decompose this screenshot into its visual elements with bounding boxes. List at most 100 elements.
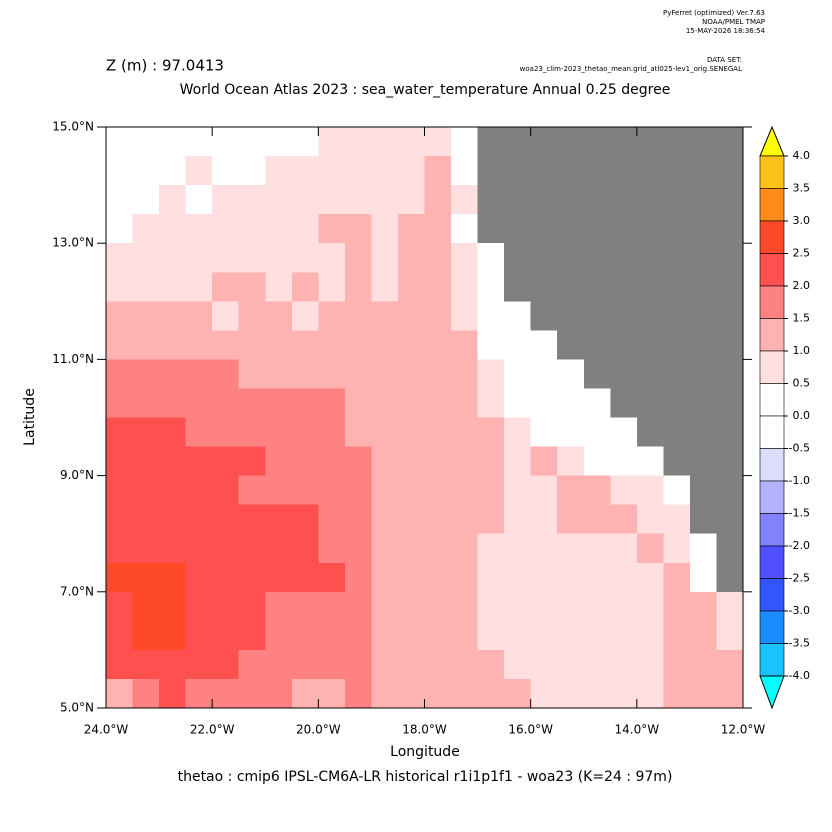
cell [291,562,319,593]
cell [318,678,346,709]
cell [530,475,558,506]
cell [318,475,346,506]
cell [318,591,346,622]
cell [397,156,425,186]
land [716,301,744,331]
colorbar-box [759,285,785,319]
cell [265,156,293,186]
cell [132,475,160,506]
cell [212,533,240,564]
cell [159,214,187,244]
cell [291,214,319,244]
cell [504,562,532,593]
land [636,214,664,244]
land [610,359,638,389]
dataset: woa23_clim-2023_thetao_mean.grid_atl025-… [520,65,742,73]
cell [424,156,452,186]
cell [265,475,293,506]
cell [451,359,479,389]
colorbar-label: 0.5 [793,377,811,390]
cell [689,649,717,680]
cell [663,504,691,535]
cell [451,620,479,651]
land [636,156,664,186]
land [504,272,532,302]
cell [291,417,319,448]
cell [397,649,425,680]
cell [371,649,399,680]
cell [397,417,425,448]
cell [636,591,664,622]
cell [238,649,266,680]
colorbar-label: -1.0 [789,474,810,487]
cell [159,156,187,186]
cell [185,504,213,535]
cell [291,678,319,709]
cell [238,243,266,273]
land [557,272,585,302]
colorbar-label: -3.5 [789,637,810,650]
cell [610,649,638,680]
cell [371,185,399,215]
y-tick-label: 9.0°N [60,468,94,482]
cell [583,620,611,651]
cell [318,388,346,418]
cell [185,243,213,273]
cell [238,185,266,215]
cell [451,562,479,593]
colorbar-label: -2.0 [789,539,810,552]
cell [318,185,346,215]
cell [557,562,585,593]
cell [106,417,134,448]
cell [397,272,425,302]
land [557,330,585,360]
cell [451,504,479,535]
cell [185,475,213,506]
land [689,272,717,302]
cell [185,533,213,564]
cell [106,649,134,680]
cell [504,678,532,709]
cell [397,678,425,709]
colorbar-box [759,350,785,384]
cell [344,127,372,157]
cell [212,156,240,186]
cell [424,591,452,622]
land [689,388,717,418]
colorbar-label: 1.5 [793,312,811,325]
colorbar-label: -1.5 [789,507,810,520]
cell [265,301,293,331]
cell [132,127,160,157]
land [663,388,691,418]
cell [636,504,664,535]
cell [132,504,160,535]
cell [132,214,160,244]
cell [106,475,134,506]
colorbar-box [759,545,785,579]
cell [583,417,611,448]
cell [132,243,160,273]
land [716,243,744,273]
cell [185,388,213,418]
cell [530,446,558,477]
land [689,127,717,157]
cell [159,446,187,477]
cell [451,272,479,302]
cell [212,185,240,215]
cell [159,359,187,389]
cell [238,620,266,651]
land [477,156,505,186]
cell [185,649,213,680]
cell [159,301,187,331]
cell [132,533,160,564]
cell [344,359,372,389]
cell [265,214,293,244]
cell [106,330,134,360]
colorbar-label: 1.0 [793,344,811,357]
cell [371,272,399,302]
cell [583,649,611,680]
cell [212,504,240,535]
cell [344,330,372,360]
cell [477,272,505,302]
colorbar-box [759,188,785,222]
